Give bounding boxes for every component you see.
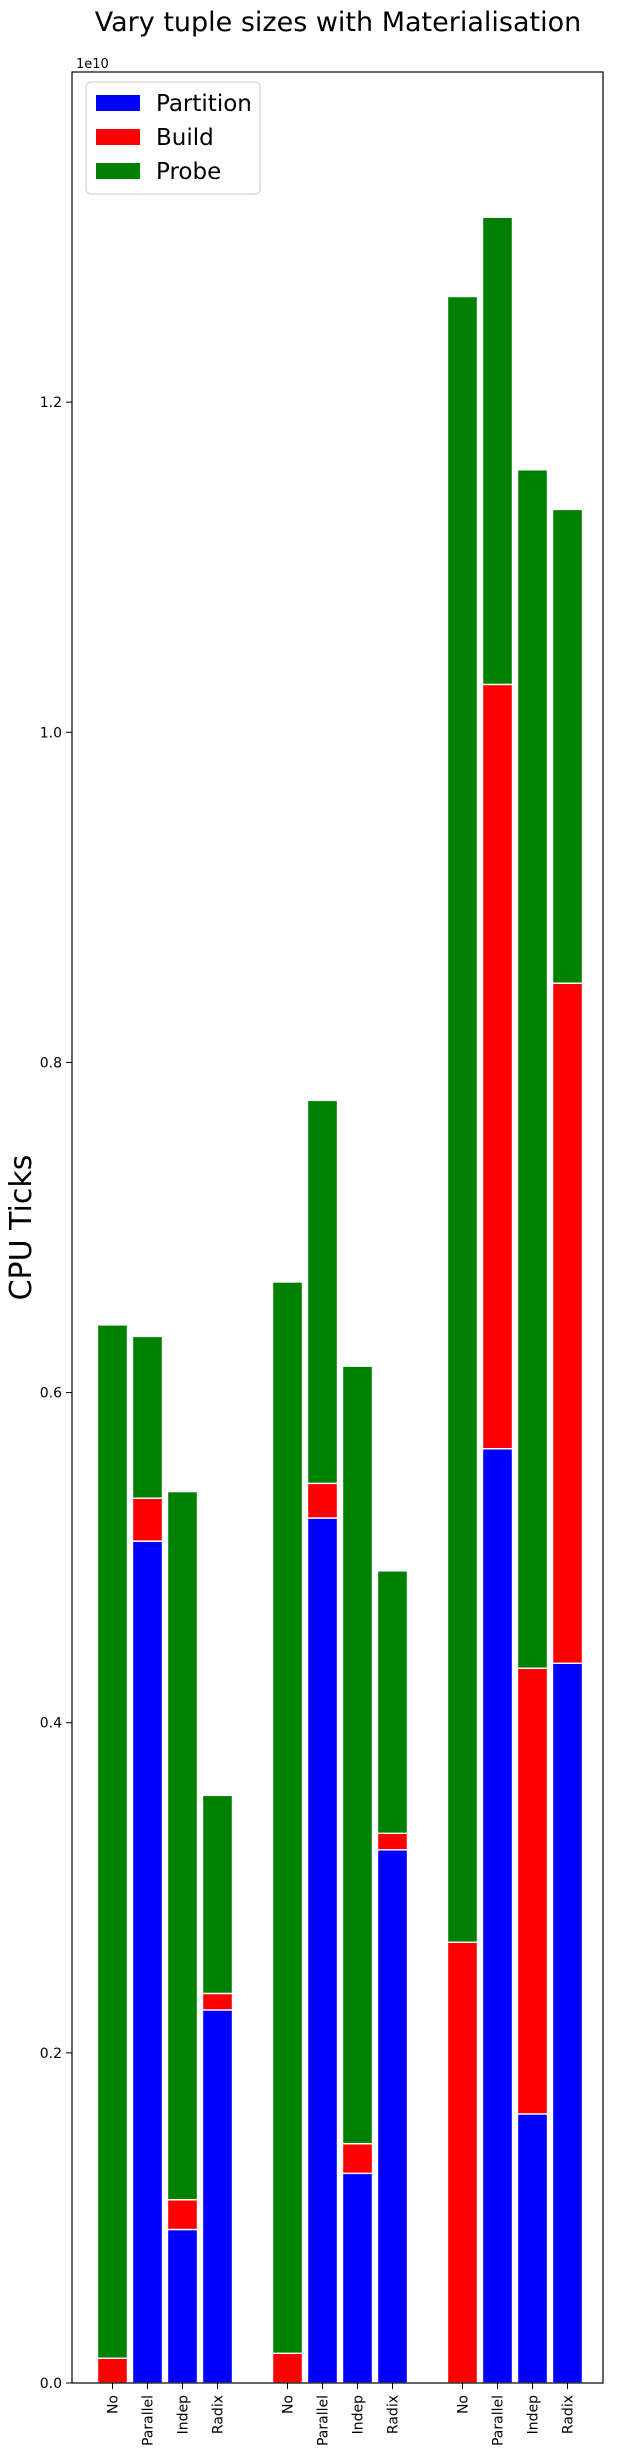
x-tick-label: No (281, 2395, 297, 2414)
y-axis-label: CPU Ticks (4, 1155, 39, 1301)
y-tick-label: 0.6 (40, 1386, 62, 1402)
bar-partition-9 (481, 1447, 514, 2384)
legend-swatch-partition (96, 95, 140, 111)
legend-label-build: Build (156, 125, 214, 151)
x-tick-label: Radix (561, 2395, 577, 2434)
x-tick-label: No (456, 2395, 472, 2414)
y-tick-label: 1.0 (40, 725, 62, 741)
bar-build-9 (481, 683, 514, 1450)
chart-title: Vary tuple sizes with Materialisation (95, 7, 582, 38)
bar-partition-2 (166, 2228, 199, 2384)
bar-partition-5 (306, 1517, 339, 2384)
y-axis-offset-text: 1e10 (76, 57, 109, 72)
bar-build-5 (306, 1482, 339, 1519)
bar-probe-3 (201, 1794, 234, 1995)
bar-probe-2 (166, 1490, 199, 2201)
y-tick-label: 0.4 (40, 1716, 62, 1732)
x-tick-label: Parallel (316, 2395, 332, 2446)
bar-build-10 (516, 1667, 549, 2115)
x-tick-label: Indep (526, 2395, 542, 2435)
bars-layer (96, 216, 584, 2384)
bar-probe-8 (446, 295, 479, 1943)
legend: Partition Build Probe (85, 81, 261, 195)
x-tick-label: Radix (211, 2395, 227, 2434)
bar-probe-10 (516, 469, 549, 1669)
y-tick-label: 1.2 (40, 395, 62, 411)
bar-build-8 (446, 1941, 479, 2384)
bar-probe-0 (96, 1324, 129, 2359)
bar-partition-11 (551, 1662, 584, 2384)
x-tick-label: Indep (351, 2395, 367, 2435)
bar-probe-11 (551, 508, 584, 984)
bar-partition-6 (341, 2172, 374, 2384)
bar-probe-4 (271, 1281, 304, 2354)
x-tick-label: Radix (386, 2395, 402, 2434)
y-tick-label: 0.2 (40, 2046, 62, 2062)
y-tick-label: 0.0 (40, 2376, 62, 2392)
bar-build-7 (376, 1832, 409, 1851)
bar-build-1 (131, 1497, 164, 1542)
x-tick-label: Parallel (141, 2395, 157, 2446)
bar-build-2 (166, 2199, 199, 2231)
plot-frame (71, 71, 604, 2384)
x-tick-label: Indep (176, 2395, 192, 2435)
bar-partition-3 (201, 2009, 234, 2384)
bar-build-6 (341, 2142, 374, 2175)
bar-probe-6 (341, 1365, 374, 2145)
legend-swatch-build (96, 129, 140, 145)
bar-partition-7 (376, 1849, 409, 2384)
x-tick-label: Parallel (491, 2395, 507, 2446)
legend-label-partition: Partition (156, 91, 252, 117)
bar-build-4 (271, 2352, 304, 2384)
bar-build-3 (201, 1992, 234, 2011)
bar-probe-7 (376, 1570, 409, 1835)
bar-probe-5 (306, 1099, 339, 1485)
ticks-layer: 0.0 0.2 0.4 0.6 0.8 1.0 1.2 No Parallel Indep Radi… (40, 395, 577, 2446)
bar-partition-10 (516, 2113, 549, 2384)
bar-build-0 (96, 2357, 129, 2384)
bar-build-11 (551, 982, 584, 1664)
bar-partition-1 (131, 1540, 164, 2384)
bar-probe-1 (131, 1335, 164, 1499)
y-tick-label: 0.8 (40, 1055, 62, 1071)
x-tick-label: No (106, 2395, 122, 2414)
legend-label-probe: Probe (156, 159, 221, 185)
bar-probe-9 (481, 216, 514, 686)
legend-swatch-probe (96, 163, 140, 179)
